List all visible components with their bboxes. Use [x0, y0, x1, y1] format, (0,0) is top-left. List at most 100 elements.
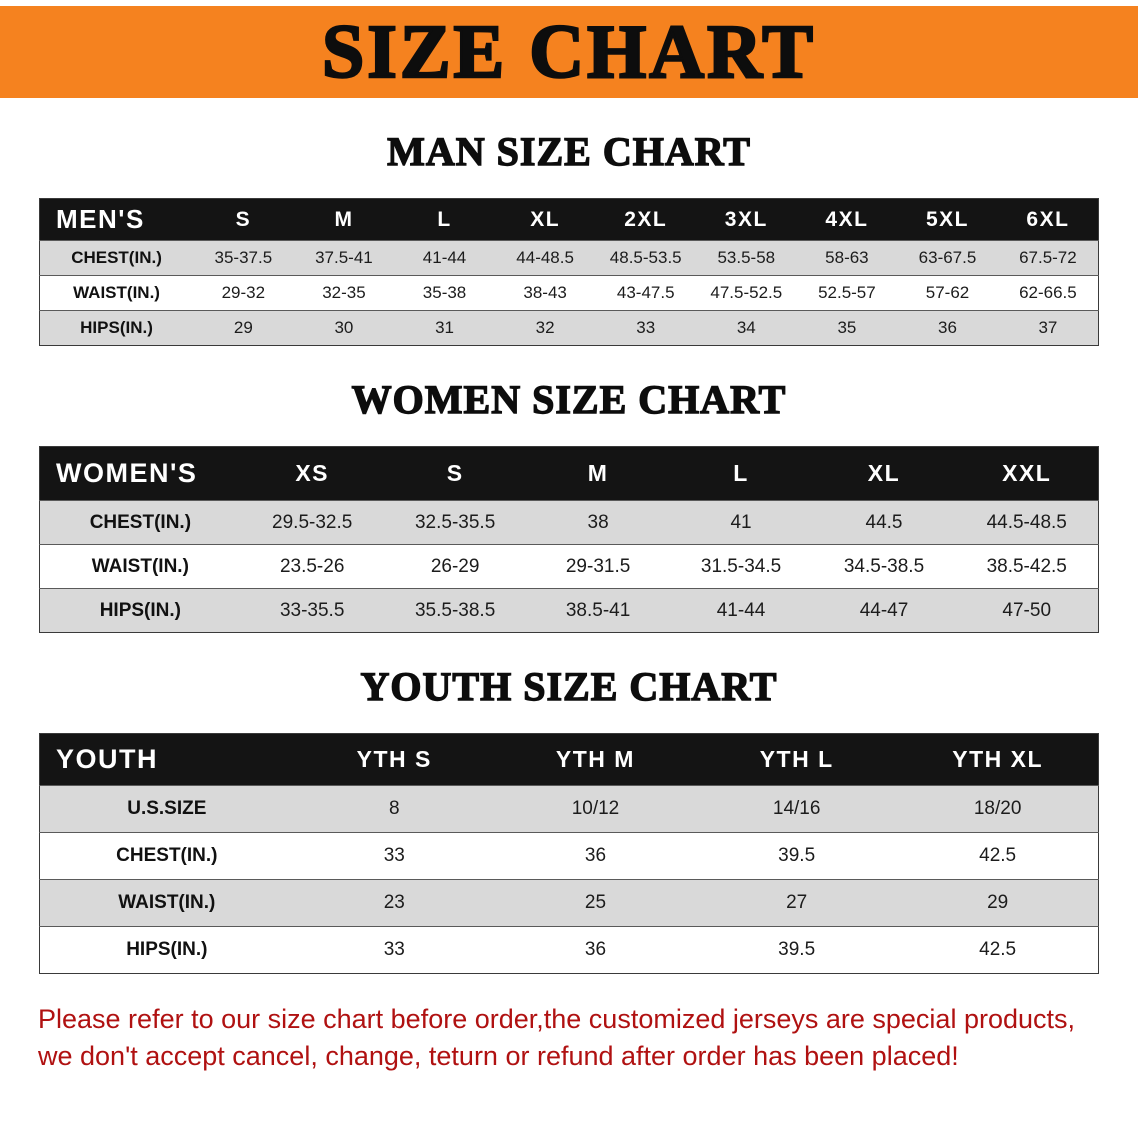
size-header-cell: YTH M: [555, 746, 635, 772]
men-size-section: MAN SIZE CHART MEN'S S M L XL 2XL 3XL 4XL 5XL 6XL…: [0, 129, 1138, 346]
disclaimer-line-2: we don't accept cancel, change, teturn o…: [38, 1041, 959, 1072]
value-cell: 44.5: [812, 500, 956, 545]
value-cell: 41-44: [394, 240, 495, 276]
value-cell: 53.5-58: [696, 240, 797, 276]
value-cell: 35.5-38.5: [383, 588, 527, 633]
value-cell: 67.5-72: [997, 240, 1099, 276]
value-cell: 36: [494, 832, 697, 880]
row-label-cell: WAIST(IN.): [39, 275, 194, 311]
value-cell: 36: [897, 310, 998, 346]
size-header-cell: M: [334, 207, 354, 231]
men-section-heading: MAN SIZE CHART: [386, 129, 751, 174]
value-cell: 25: [494, 879, 697, 927]
size-header-cell: S: [446, 460, 464, 486]
size-chart-banner: SIZE CHART: [0, 6, 1138, 98]
value-cell: 32.5-35.5: [383, 500, 527, 545]
value-cell: 31.5-34.5: [669, 544, 813, 589]
size-header-cell: L: [437, 207, 452, 231]
value-cell: 43-47.5: [595, 275, 697, 311]
value-cell: 39.5: [696, 832, 898, 880]
value-cell: 58-63: [796, 240, 898, 276]
value-cell: 29-31.5: [526, 544, 670, 589]
table-header-row: WOMEN'S XS S M L XL XXL: [39, 446, 1099, 501]
value-cell: 32-35: [293, 275, 395, 311]
table-row: HIPS(IN.) 33-35.5 35.5-38.5 38.5-41 41-44 44-…: [39, 588, 1099, 633]
value-cell: 48.5-53.5: [595, 240, 697, 276]
value-cell: 47.5-52.5: [696, 275, 797, 311]
size-header-cell: 6XL: [1026, 207, 1070, 231]
value-cell: 33-35.5: [240, 588, 384, 633]
table-row: CHEST(IN.) 29.5-32.5 32.5-35.5 38 41 44.5 44.5…: [39, 500, 1099, 545]
disclaimer-line-1: Please refer to our size chart before or…: [38, 1004, 1076, 1034]
value-cell: 23.5-26: [240, 544, 384, 589]
size-header-cell: XXL: [1002, 460, 1052, 486]
value-cell: 26-29: [383, 544, 527, 589]
women-size-section: WOMEN SIZE CHART WOMEN'S XS S M L XL XXL CHEST(…: [0, 377, 1138, 633]
table-row: HIPS(IN.) 33 36 39.5 42.5: [39, 926, 1099, 974]
row-label-cell: U.S.SIZE: [39, 785, 294, 833]
row-label-cell: HIPS(IN.): [39, 926, 294, 974]
value-cell: 37.5-41: [293, 240, 395, 276]
row-label-cell: CHEST(IN.): [39, 832, 294, 880]
value-cell: 62-66.5: [997, 275, 1099, 311]
size-header-cell: 4XL: [825, 207, 869, 231]
table-row: WAIST(IN.) 23 25 27 29: [39, 879, 1099, 927]
size-header-cell: YTH XL: [952, 746, 1044, 772]
size-header-cell: XL: [867, 460, 901, 486]
value-cell: 33: [293, 926, 495, 974]
size-header-cell: M: [587, 460, 609, 486]
value-cell: 34.5-38.5: [812, 544, 956, 589]
value-cell: 52.5-57: [796, 275, 898, 311]
table-title-cell: WOMEN'S: [56, 458, 198, 488]
value-cell: 31: [394, 310, 495, 346]
value-cell: 29: [193, 310, 294, 346]
youth-size-table: YOUTH YTH S YTH M YTH L YTH XL U.S.SIZE 8 10/12…: [39, 733, 1099, 974]
value-cell: 44.5-48.5: [955, 500, 1099, 545]
size-header-cell: YTH S: [356, 746, 432, 772]
value-cell: 35-38: [394, 275, 495, 311]
value-cell: 10/12: [494, 785, 697, 833]
table-row: CHEST(IN.) 35-37.5 37.5-41 41-44 44-48.5 48.5…: [39, 240, 1099, 276]
size-header-cell: 3XL: [724, 207, 768, 231]
value-cell: 38.5-41: [526, 588, 670, 633]
value-cell: 44-48.5: [494, 240, 596, 276]
table-title-cell: MEN'S: [56, 204, 145, 234]
value-cell: 38: [526, 500, 670, 545]
value-cell: 33: [293, 832, 495, 880]
size-header-cell: XS: [295, 460, 330, 486]
row-label-cell: WAIST(IN.): [39, 879, 294, 927]
value-cell: 41-44: [669, 588, 813, 633]
value-cell: 42.5: [897, 926, 1099, 974]
value-cell: 14/16: [696, 785, 898, 833]
value-cell: 36: [494, 926, 697, 974]
value-cell: 38-43: [494, 275, 596, 311]
size-header-cell: XL: [530, 207, 561, 231]
size-header-cell: YTH L: [759, 746, 834, 772]
value-cell: 39.5: [696, 926, 898, 974]
value-cell: 23: [293, 879, 495, 927]
size-header-cell: L: [733, 460, 749, 486]
value-cell: 8: [293, 785, 495, 833]
value-cell: 42.5: [897, 832, 1099, 880]
value-cell: 57-62: [897, 275, 998, 311]
page-title: SIZE CHART: [321, 10, 816, 94]
men-size-table: MEN'S S M L XL 2XL 3XL 4XL 5XL 6XL CHEST(IN.) 35-37…: [39, 198, 1099, 346]
size-chart-page: SIZE CHART MAN SIZE CHART MEN'S S M L XL 2XL 3…: [0, 6, 1138, 1074]
row-label-cell: HIPS(IN.): [39, 310, 194, 346]
table-header-row: MEN'S S M L XL 2XL 3XL 4XL 5XL 6XL: [39, 198, 1099, 241]
table-row: HIPS(IN.) 29 30 31 32 33 34 35 36 37: [39, 310, 1099, 346]
table-row: WAIST(IN.) 29-32 32-35 35-38 38-43 43-47.5 47.…: [39, 275, 1099, 311]
value-cell: 41: [669, 500, 813, 545]
table-title-cell: YOUTH: [56, 744, 158, 774]
value-cell: 29.5-32.5: [240, 500, 384, 545]
women-section-heading: WOMEN SIZE CHART: [351, 377, 787, 422]
table-row: CHEST(IN.) 33 36 39.5 42.5: [39, 832, 1099, 880]
table-row: U.S.SIZE 8 10/12 14/16 18/20: [39, 785, 1099, 833]
value-cell: 30: [293, 310, 395, 346]
row-label-cell: CHEST(IN.): [39, 240, 194, 276]
disclaimer: Please refer to our size chart before or…: [0, 1002, 1138, 1074]
youth-section-heading: YOUTH SIZE CHART: [360, 664, 778, 709]
value-cell: 29: [897, 879, 1099, 927]
value-cell: 38.5-42.5: [955, 544, 1099, 589]
table-row: WAIST(IN.) 23.5-26 26-29 29-31.5 31.5-34.5 34…: [39, 544, 1099, 589]
